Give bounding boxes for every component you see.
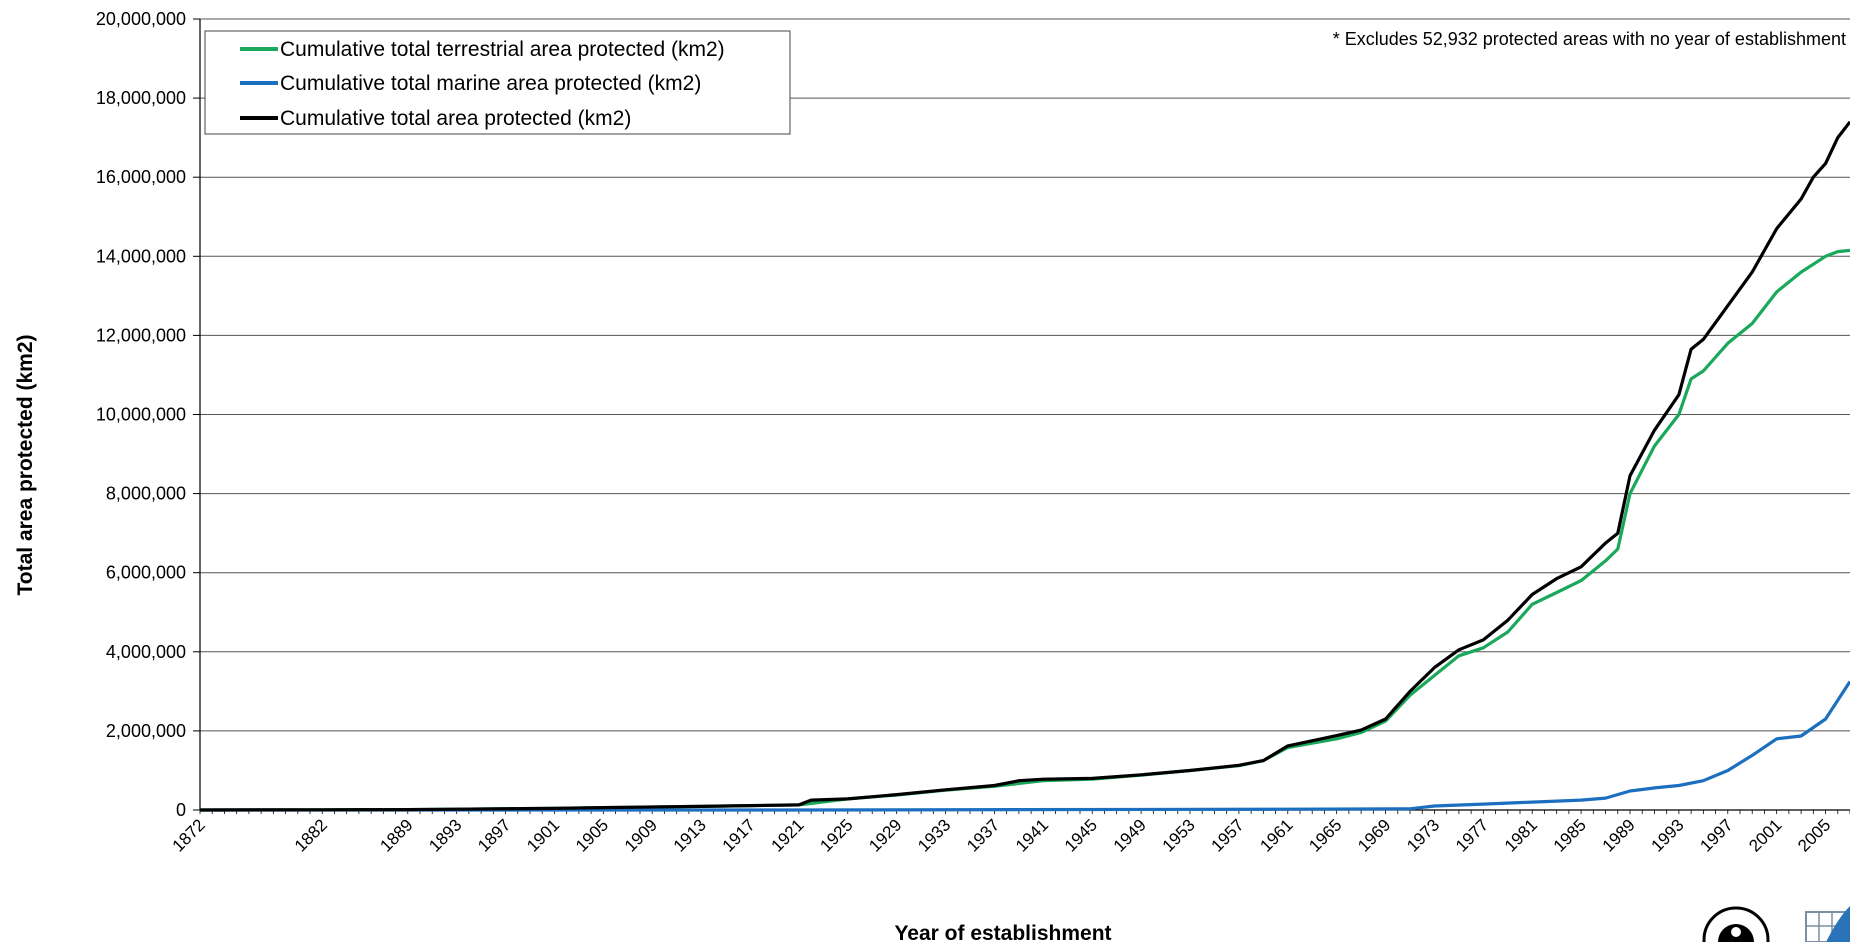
gridlines [200, 18, 1850, 732]
x-tick-label: 1909 [621, 815, 661, 855]
series-line-total [199, 120, 1850, 812]
series-line-marine [200, 680, 1850, 812]
x-tick-label: 1949 [1110, 815, 1150, 855]
y-tick-label: 4,000,000 [106, 642, 186, 662]
x-tick-label: 1981 [1501, 815, 1541, 855]
un-emblem-icon [1702, 906, 1770, 942]
y-tick-label: 10,000,000 [96, 405, 186, 425]
x-tick-label: 1933 [914, 815, 954, 855]
y-tick-label: 2,000,000 [106, 721, 186, 741]
x-tick-label: 1989 [1599, 815, 1639, 855]
x-tick-label: 1957 [1208, 815, 1248, 855]
x-tick-label: 1941 [1012, 815, 1052, 855]
x-axis-title: Year of establishment [894, 922, 1111, 942]
x-tick-label: 1921 [768, 815, 808, 855]
x-tick-label: 1882 [291, 815, 331, 855]
x-tick-label: 1905 [572, 815, 612, 855]
x-tick-label: 1929 [865, 815, 905, 855]
x-tick-label: 1872 [169, 815, 209, 855]
series-lines [199, 120, 1850, 812]
y-axis-title: Total area protected (km2) [14, 334, 37, 595]
legend-label-terrestrial: Cumulative total terrestrial area protec… [280, 38, 725, 61]
legend: Cumulative total terrestrial area protec… [204, 30, 791, 135]
x-tick-label: 1945 [1061, 815, 1101, 855]
y-tick-label: 8,000,000 [106, 484, 186, 504]
x-tick-label: 1913 [670, 815, 710, 855]
logos [1702, 906, 1850, 942]
x-tick-label: 1917 [719, 815, 759, 855]
x-tick-label: 1925 [816, 815, 856, 855]
x-axis-ticks: 1872 1882 1889 1893 1897 1901 1905 1909 1913 1917… [169, 810, 1850, 856]
legend-box [204, 30, 791, 135]
y-tick-label: 18,000,000 [96, 88, 186, 108]
y-axis-ticks: 0 2,000,000 4,000,000 6,000,000 8,000,000 10,… [96, 9, 200, 820]
legend-label-total: Cumulative total area protected (km2) [280, 107, 631, 130]
x-tick-label: 1997 [1696, 815, 1736, 855]
legend-label-marine: Cumulative total marine area protected (… [280, 72, 701, 95]
x-tick-label: 2001 [1745, 815, 1785, 855]
y-tick-label: 0 [176, 800, 186, 820]
x-tick-label: 1969 [1354, 815, 1394, 855]
x-tick-label: 1901 [523, 815, 563, 855]
x-tick-label: 1993 [1648, 815, 1688, 855]
x-tick-label: 1985 [1550, 815, 1590, 855]
wcmc-logo-icon [1805, 906, 1850, 942]
x-tick-label: 1937 [963, 815, 1003, 855]
y-tick-label: 20,000,000 [96, 9, 186, 29]
y-tick-label: 6,000,000 [106, 563, 186, 583]
x-tick-label: 1893 [425, 815, 465, 855]
series-line-terrestrial [199, 248, 1850, 812]
x-tick-label: 1977 [1452, 815, 1492, 855]
y-tick-label: 14,000,000 [96, 246, 186, 266]
annotation-note: * Excludes 52,932 protected areas with n… [1333, 29, 1846, 49]
y-tick-label: 16,000,000 [96, 167, 186, 187]
x-tick-label: 2005 [1794, 815, 1834, 855]
x-tick-label: 1973 [1403, 815, 1443, 855]
x-tick-label: 1953 [1159, 815, 1199, 855]
x-tick-label: 1889 [376, 815, 416, 855]
x-tick-label: 1961 [1256, 815, 1296, 855]
x-tick-label: 1965 [1305, 815, 1345, 855]
y-tick-label: 12,000,000 [96, 325, 186, 345]
x-tick-label: 1897 [474, 815, 514, 855]
